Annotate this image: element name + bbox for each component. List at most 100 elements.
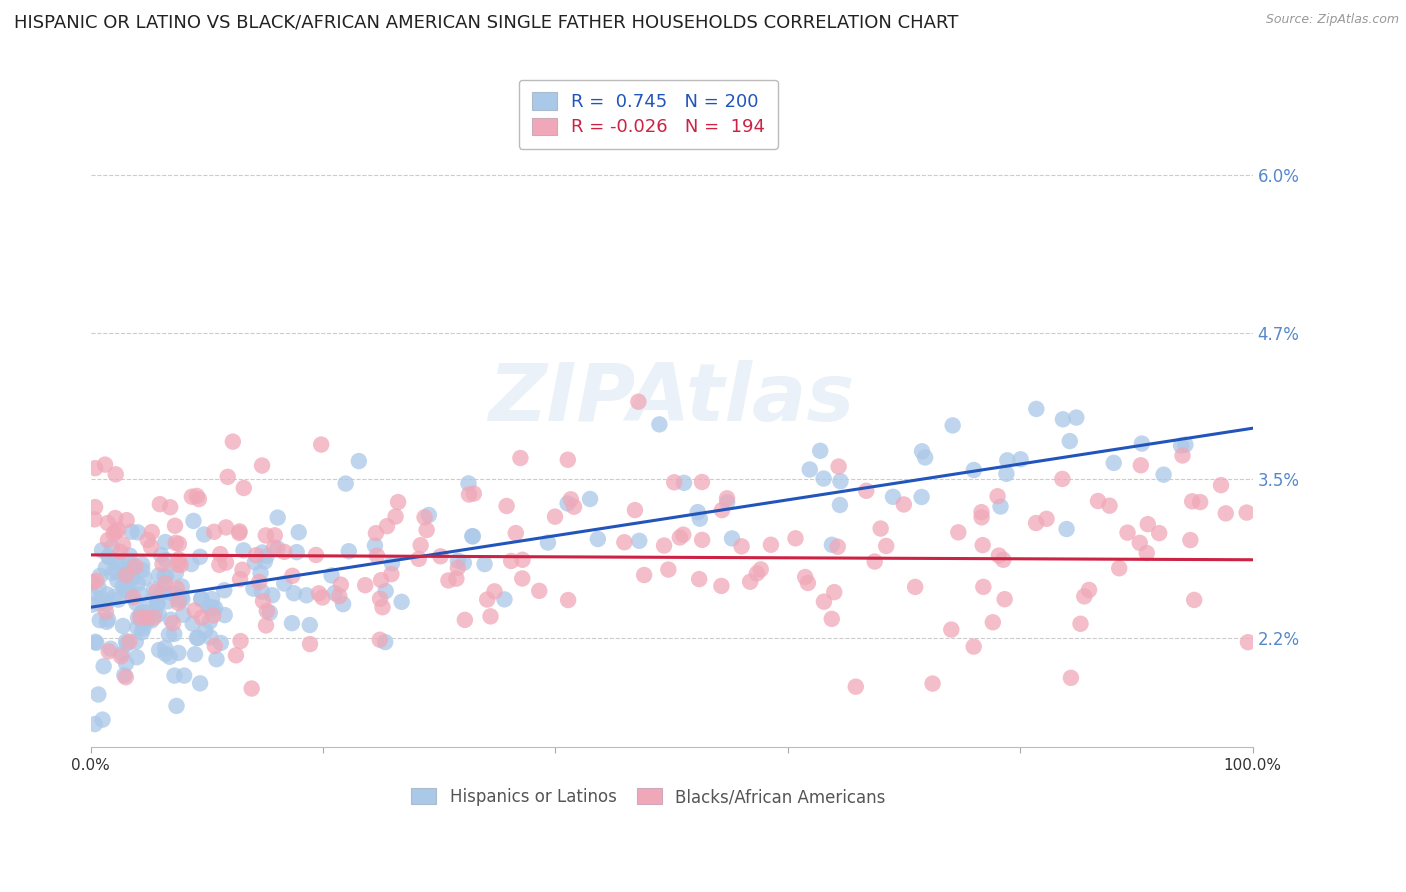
Point [904,580,927,594]
Point [688,572,710,586]
Point [129,587,152,601]
Point [228,526,250,541]
Point [364,539,387,553]
Point [183,514,205,528]
Point [194,624,217,638]
Point [222,434,245,449]
Point [120,561,142,575]
Point [370,573,392,587]
Point [827,459,849,474]
Point [1056,522,1078,536]
Point [281,616,304,631]
Point [150,548,173,562]
Point [155,535,177,549]
Point [1136,546,1159,560]
Point [105,565,128,579]
Point [94,560,117,574]
Point [429,549,451,564]
Point [266,541,288,556]
Point [143,610,166,624]
Point [87,688,110,702]
Point [910,490,932,504]
Point [721,532,744,546]
Point [134,571,156,585]
Point [557,452,579,467]
Point [193,527,215,541]
Point [263,541,285,555]
Point [127,620,149,634]
Point [127,610,149,624]
Point [145,607,167,621]
Point [827,540,849,554]
Point [863,555,886,569]
Point [1078,582,1101,597]
Point [214,583,236,598]
Point [165,566,187,580]
Point [941,623,963,637]
Point [1098,499,1121,513]
Point [1153,467,1175,482]
Point [710,503,733,517]
Point [457,476,479,491]
Point [1035,512,1057,526]
Point [384,509,406,524]
Point [669,531,692,545]
Point [146,597,169,611]
Point [114,582,136,596]
Point [132,616,155,631]
Point [240,681,263,696]
Point [112,566,135,580]
Point [156,594,179,608]
Point [845,680,868,694]
Point [354,578,377,592]
Point [613,535,636,549]
Point [209,547,232,561]
Point [1237,635,1260,649]
Point [332,597,354,611]
Point [1174,438,1197,452]
Point [672,527,695,541]
Point [1059,434,1081,448]
Point [111,538,134,552]
Point [229,572,252,586]
Point [153,640,176,655]
Point [1073,590,1095,604]
Point [914,450,936,465]
Point [1108,561,1130,575]
Point [911,444,934,458]
Point [368,591,391,606]
Point [148,607,170,622]
Point [111,619,134,633]
Point [83,717,105,731]
Point [141,524,163,539]
Point [256,549,278,563]
Point [730,540,752,554]
Point [115,582,138,597]
Point [970,510,993,524]
Point [181,616,204,631]
Point [232,481,254,495]
Point [749,562,772,576]
Point [1129,458,1152,473]
Point [371,600,394,615]
Point [228,524,250,539]
Point [672,475,695,490]
Point [115,634,138,648]
Point [215,556,238,570]
Point [716,491,738,506]
Point [273,576,295,591]
Point [208,558,231,572]
Point [510,572,533,586]
Point [167,596,190,610]
Point [157,628,180,642]
Point [153,569,176,583]
Point [104,590,127,604]
Point [579,491,602,506]
Point [1129,536,1152,550]
Point [560,492,582,507]
Point [163,668,186,682]
Point [132,621,155,635]
Point [148,643,170,657]
Point [172,592,194,607]
Point [387,495,409,509]
